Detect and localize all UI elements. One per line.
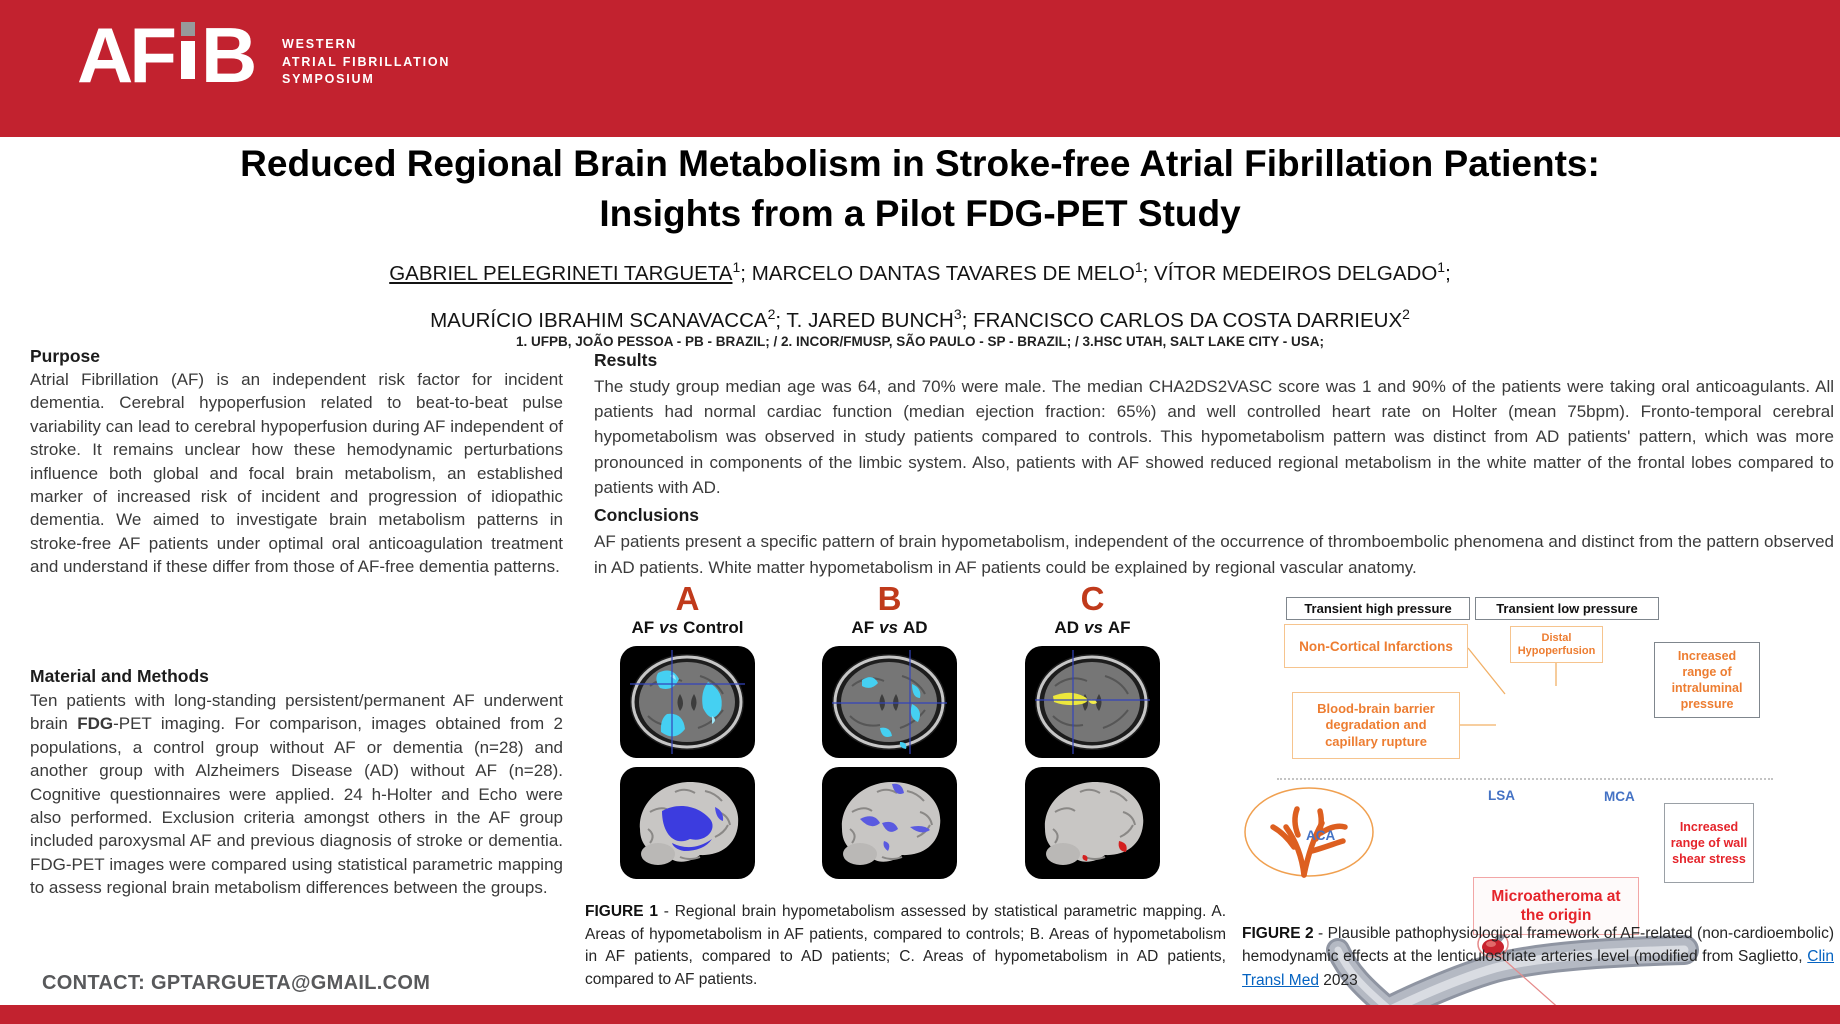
panel-letter: B (877, 580, 902, 617)
figure2-caption-text: - Plausible pathophysiological framework… (1242, 925, 1835, 966)
afib-logo: AF B (77, 11, 257, 99)
logo-i-glyph (180, 21, 195, 79)
purpose-body: Atrial Fibrillation (AF) is an independe… (30, 370, 563, 577)
conclusions-body: AF patients present a specific pattern o… (594, 532, 1834, 577)
author-sup: 2 (767, 305, 776, 322)
microatheroma-box: Microatheroma at the origin (1473, 877, 1639, 935)
author-sep: ; (1142, 261, 1155, 285)
author-name: FRANCISCO CARLOS DA COSTA DARRIEUX (973, 308, 1403, 332)
comparison-left: AF (631, 618, 655, 637)
figure1-caption-text: - Regional brain hypometabolism assessed… (585, 903, 1226, 988)
affiliations: 1. UFPB, JOÃO PESSOA - PB - BRAZIL; / 2.… (515, 334, 1325, 349)
panel-comparison-label: AF vs Control (620, 618, 755, 638)
comparison-left: AD (1054, 618, 1079, 637)
comparison-right: Control (683, 618, 744, 637)
transient-high-pressure-box: Transient high pressure (1286, 597, 1470, 620)
intraluminal-pressure-box: Increased range of intraluminal pressure (1654, 642, 1760, 718)
lateral-brain-render-ad-vs-af (1025, 767, 1160, 879)
author-name: T. JARED BUNCH (786, 308, 954, 332)
tagline-line: ATRIAL FIBRILLATION (282, 54, 451, 69)
author-sup: 2 (1402, 305, 1410, 322)
panel-letter: A (675, 580, 700, 617)
figure2-diagram: Transient high pressure Transient low pr… (1242, 590, 1836, 1024)
axial-pet-image-ad-vs-af (1025, 646, 1160, 758)
lateral-brain-render-af-vs-ad (822, 767, 957, 879)
figure2-connector-lines (1460, 647, 1557, 726)
methods-bold-fdg: FDG (77, 714, 114, 734)
author-name: VÍTOR MEDEIROS DELGADO (1154, 261, 1438, 285)
logo-i-stem (180, 40, 195, 79)
figure1-panel-c: C AD vs AF (1025, 580, 1160, 879)
author-sep: ; (775, 308, 787, 332)
panel-comparison-label: AD vs AF (1025, 618, 1160, 638)
panel-letter: C (1080, 580, 1105, 617)
axial-pet-image-af-vs-control (620, 646, 755, 758)
banner: AF B WESTERN ATRIAL FIBRILLATION SYMPOSI… (0, 0, 1840, 137)
tagline-line: SYMPOSIUM (282, 72, 375, 86)
logo-b-text: B (200, 11, 257, 99)
authors-line-2: MAURÍCIO IBRAHIM SCANAVACCA2; T. JARED B… (0, 294, 1840, 341)
author-sup: 1 (732, 259, 741, 275)
mca-label: MCA (1604, 789, 1635, 804)
author-list: GABRIEL PELEGRINETI TARGUETA1; MARCELO D… (0, 247, 1840, 341)
aca-label: ACA (1306, 828, 1336, 843)
author-sup: 1 (1134, 259, 1143, 275)
title-line-2: Insights from a Pilot FDG-PET Study (599, 193, 1241, 234)
panel-comparison-label: AF vs AD (822, 618, 957, 638)
poster-title: Reduced Regional Brain Metabolism in Str… (0, 139, 1840, 239)
author-sep: ; (961, 308, 974, 332)
logo-i-dot (180, 21, 195, 36)
figure1-panel-a: A AF vs Control (620, 580, 755, 879)
figure2-caption: FIGURE 2 - Plausible pathophysiological … (1242, 922, 1834, 992)
lsa-vessel-tree-ellipse (1244, 787, 1374, 878)
lsa-label: LSA (1488, 788, 1515, 803)
symposium-tagline: WESTERN ATRIAL FIBRILLATION SYMPOSIUM (282, 36, 450, 89)
comparison-right: AD (903, 618, 928, 637)
comparison-right: AF (1107, 618, 1131, 637)
figure1-panel-b: B AF vs AD (822, 580, 957, 879)
methods-heading: Material and Methods (30, 666, 209, 686)
footer-red-bar (0, 1005, 1840, 1024)
clin-transl-med-link[interactable]: Clin Transl Med (1242, 948, 1834, 989)
purpose-heading: Purpose (30, 346, 101, 366)
results-body: The study group median age was 64, and 7… (594, 377, 1834, 497)
figure2-caption-year: 2023 (1318, 971, 1358, 989)
figure1-caption-label: FIGURE 1 (585, 903, 658, 920)
comparison-left: AF (851, 618, 875, 637)
non-cortical-infarctions-box: Non-Cortical Infarctions (1284, 624, 1468, 668)
author-sup: 3 (953, 305, 962, 322)
vs-text: vs (1083, 618, 1103, 637)
transient-low-pressure-box: Transient low pressure (1475, 597, 1659, 620)
figure2-caption-label: FIGURE 2 (1242, 925, 1314, 942)
title-line-1: Reduced Regional Brain Metabolism in Str… (240, 143, 1600, 184)
lateral-brain-render-af-vs-control (620, 767, 755, 879)
methods-text: -PET imaging. For comparison, images obt… (30, 714, 563, 898)
wall-shear-stress-box: Increased range of wall shear stress (1664, 803, 1754, 883)
author-sep: ; (1445, 261, 1451, 285)
axial-pet-image-af-vs-ad (822, 646, 957, 758)
figure2-divider-dotted-line (1277, 778, 1773, 780)
tagline-line: WESTERN (282, 37, 358, 51)
methods-text: Ten patients with long-standing persiste… (30, 691, 563, 734)
distal-hypoperfusion-box: Distal Hypoperfusion (1510, 626, 1603, 663)
author-sep: ; (740, 261, 752, 285)
results-heading: Results (594, 350, 658, 370)
authors-line-1: GABRIEL PELEGRINETI TARGUETA1; MARCELO D… (0, 247, 1840, 294)
author-name: GABRIEL PELEGRINETI TARGUETA (389, 261, 733, 285)
logo-af-text: AF (77, 11, 177, 99)
figure1-caption: FIGURE 1 - Regional brain hypometabolism… (585, 901, 1226, 991)
author-name: MARCELO DANTAS TAVARES DE MELO (751, 261, 1135, 285)
blood-brain-barrier-box: Blood-brain barrier degradation and capi… (1292, 692, 1460, 759)
contact-email: CONTACT: GPTARGUETA@GMAIL.COM (42, 972, 431, 994)
vs-text: vs (879, 618, 899, 637)
conclusions-heading: Conclusions (594, 505, 700, 525)
author-sup: 1 (1437, 259, 1446, 275)
author-name: MAURÍCIO IBRAHIM SCANAVACCA (430, 308, 768, 332)
methods-body: Ten patients with long-standing persiste… (30, 689, 563, 900)
vs-text: vs (659, 618, 679, 637)
